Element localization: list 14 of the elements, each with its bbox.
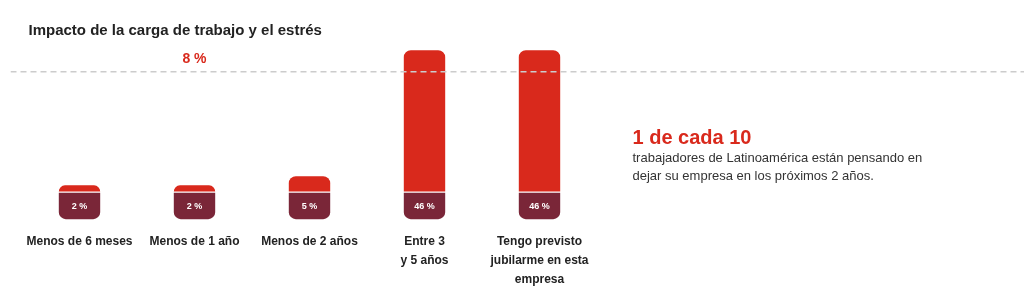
x-tick-label: Menos de 2 años <box>261 234 359 249</box>
x-tick-label: Menos de 6 meses <box>26 234 133 249</box>
data-label: 5 % <box>301 200 318 211</box>
data-label: 46 % <box>414 200 435 211</box>
data-label: 2 % <box>186 200 203 211</box>
x-tick-label: Tengo previsto jubilarme en esta empresa <box>489 234 589 287</box>
text: trabajadores de Latinoamérica están pensando en dejar su empresa en los próximos 2 años. <box>632 149 923 184</box>
x-tick-label: Entre 3 y 5 años <box>400 234 449 268</box>
annotation: 8 % <box>182 49 208 66</box>
x-tick-label: Menos de 1 año <box>149 234 240 249</box>
chart-title: Impacto de la carga de trabajo y el estrés <box>28 20 322 38</box>
data-label: 46 % <box>529 200 550 211</box>
text: 1 de cada 10 <box>632 125 752 148</box>
data-label: 2 % <box>71 200 88 211</box>
